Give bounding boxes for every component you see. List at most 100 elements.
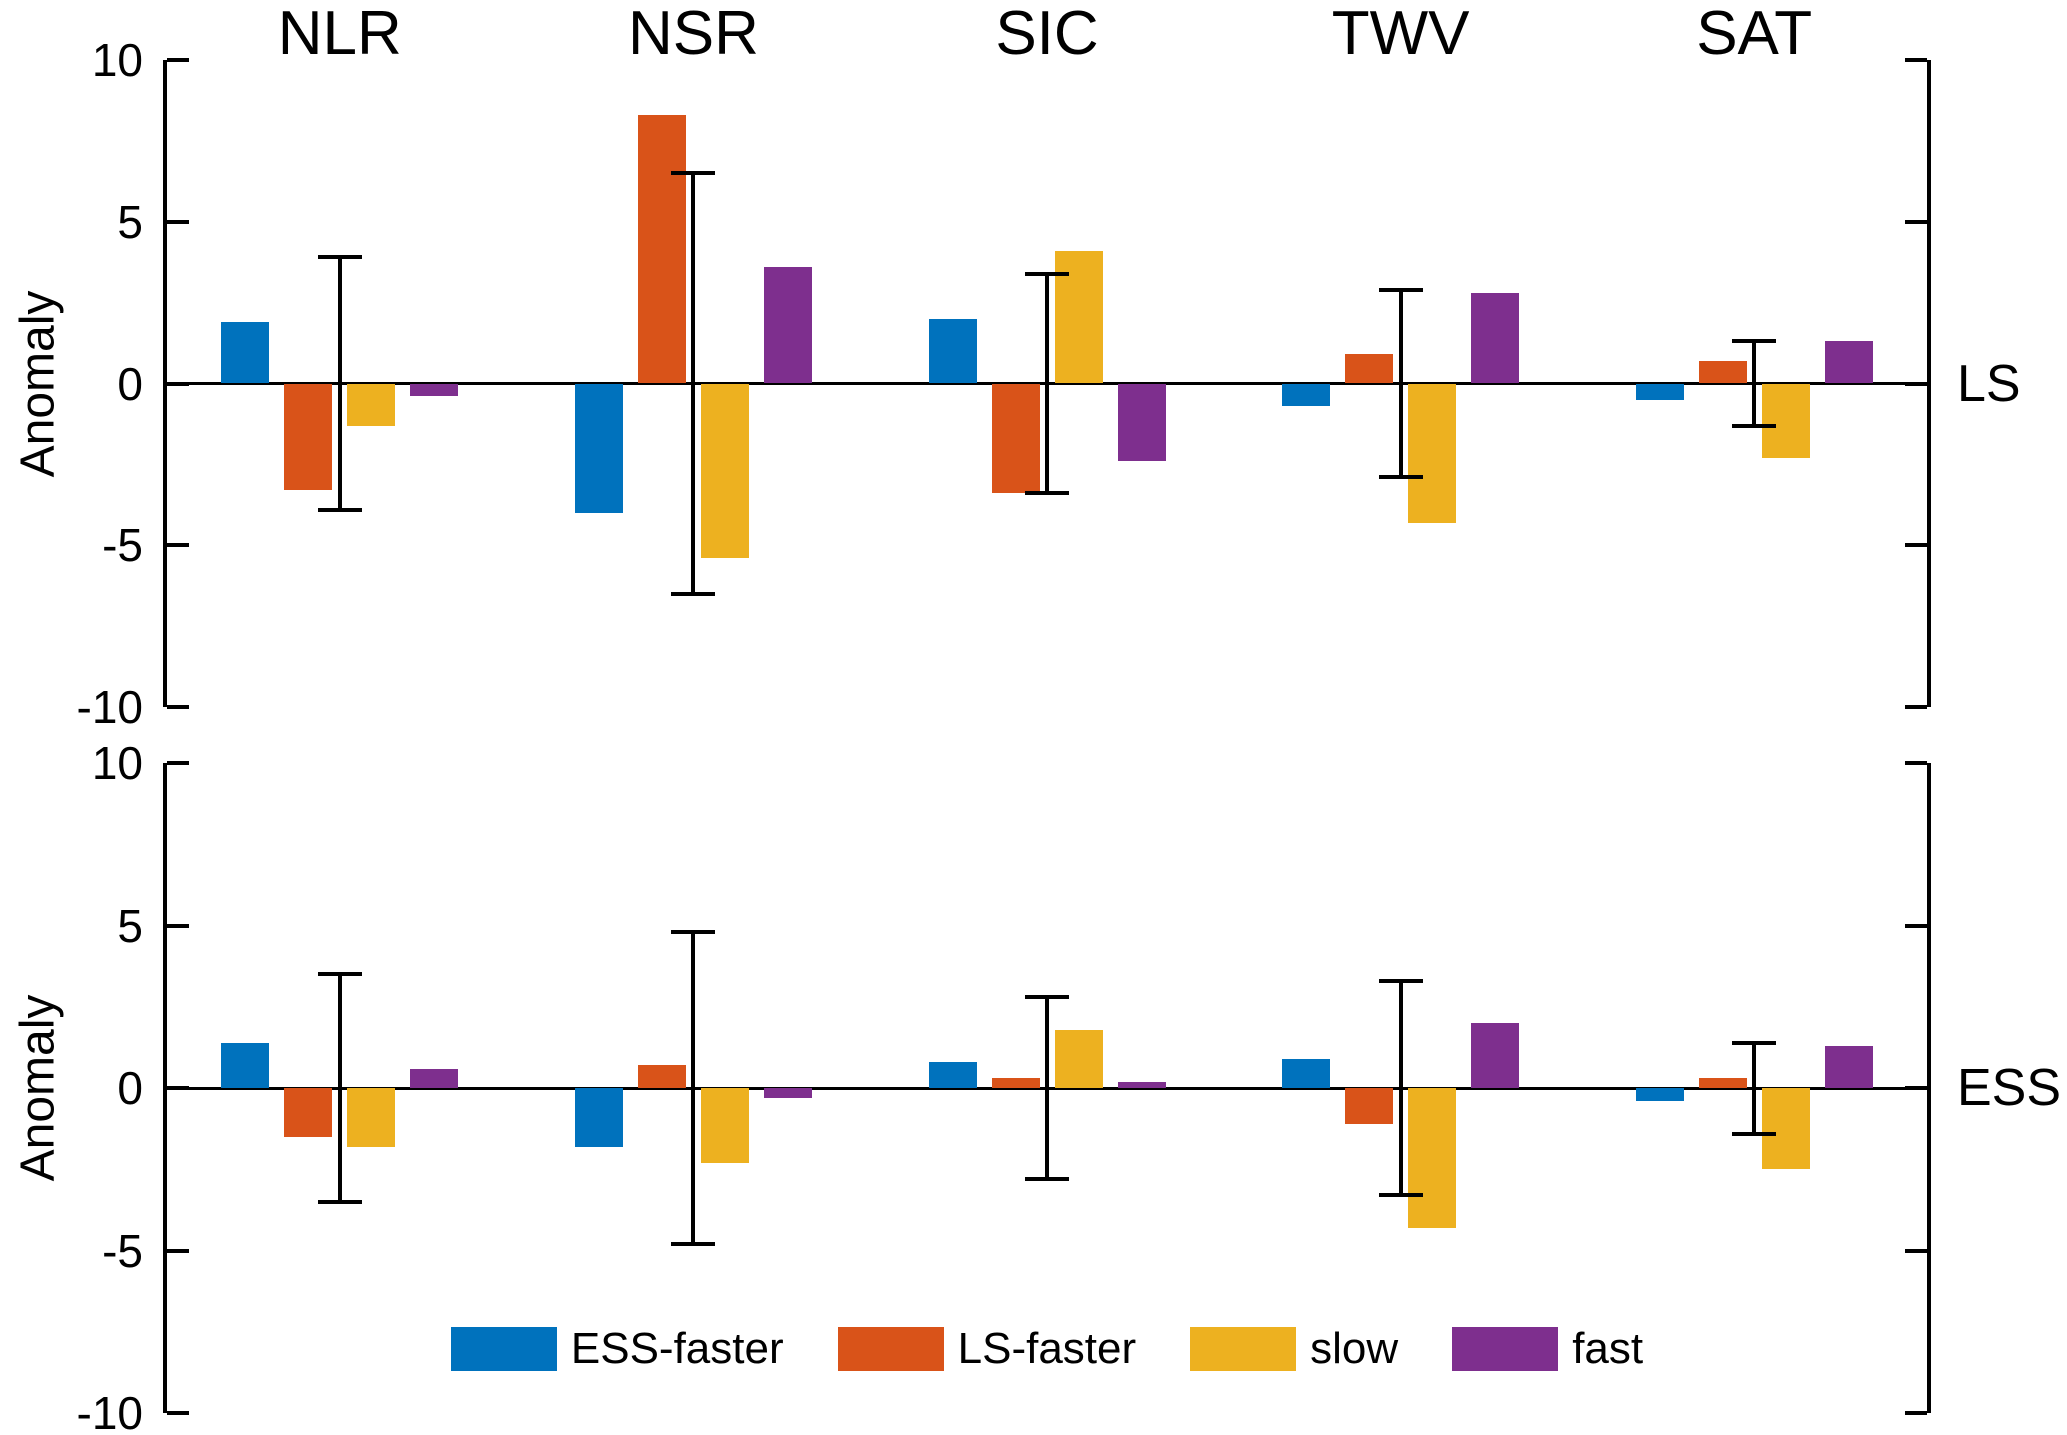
error-bar-line-ESS-SIC — [1045, 997, 1049, 1179]
bar-LS-TWV-ESS-faster — [1282, 383, 1331, 407]
bar-ESS-NSR-ESS-faster — [574, 1088, 623, 1147]
error-bar-line-LS-SIC — [1045, 273, 1049, 494]
legend-swatch-ESS-faster — [450, 1327, 557, 1371]
error-bar-line-LS-NLR — [337, 257, 342, 510]
error-bar-cap-bottom — [671, 1242, 716, 1246]
y-axis-tick-label: -5 — [102, 519, 143, 572]
legend-swatch-fast — [1452, 1327, 1559, 1371]
error-bar-cap-top — [1732, 339, 1777, 344]
legend-item-fast: fast — [1452, 1327, 1643, 1371]
legend-item-ESS-faster: ESS-faster — [450, 1324, 784, 1373]
bar-LS-NSR-ESS-faster — [574, 383, 623, 513]
category-title-NSR: NSR — [627, 0, 759, 68]
bar-ESS-TWV-fast — [1471, 1023, 1520, 1088]
error-bar-cap-bottom — [671, 591, 716, 596]
bar-ESS-NSR-slow — [700, 1088, 749, 1163]
y-axis-tick-label: 10 — [91, 737, 143, 789]
error-bar-cap-bottom — [1025, 1177, 1069, 1181]
bar-LS-SIC-LS-faster — [991, 383, 1040, 494]
bar-ESS-SAT-LS-faster — [1698, 1078, 1747, 1088]
bar-LS-NLR-fast — [410, 383, 459, 397]
error-bar-cap-bottom — [1378, 1193, 1423, 1198]
error-bar-cap-top — [1732, 1040, 1777, 1045]
bar-ESS-SIC-slow — [1054, 1029, 1103, 1088]
y-axis-tick-label: -10 — [76, 1387, 143, 1435]
legend-label: ESS-faster — [570, 1324, 784, 1373]
legend-label: fast — [1572, 1324, 1644, 1373]
bar-LS-SIC-ESS-faster — [928, 318, 977, 384]
y-axis-tick-label: -10 — [76, 681, 143, 733]
bar-ESS-NLR-slow — [347, 1088, 396, 1147]
bar-ESS-NSR-LS-faster — [637, 1065, 686, 1088]
error-bar-cap-top — [1025, 995, 1069, 999]
bar-ESS-SAT-ESS-faster — [1635, 1088, 1684, 1101]
panel-label-LS: LS — [1957, 354, 2021, 413]
bar-ESS-NLR-ESS-faster — [221, 1042, 270, 1088]
error-bar-line-LS-SAT — [1752, 341, 1757, 426]
error-bar-line-LS-NSR — [691, 173, 696, 594]
error-bar-line-ESS-NLR — [337, 974, 342, 1202]
error-bar-cap-bottom — [317, 1199, 362, 1204]
legend-label: slow — [1310, 1324, 1399, 1373]
bar-LS-SAT-fast — [1824, 341, 1873, 384]
error-bar-cap-bottom — [1732, 1131, 1777, 1136]
legend-item-LS-faster: LS-faster — [837, 1324, 1137, 1373]
bar-ESS-NLR-LS-faster — [284, 1088, 333, 1137]
category-title-SAT: SAT — [1696, 0, 1813, 68]
y-axis-tick — [167, 58, 189, 62]
y-axis-tick — [167, 1411, 189, 1415]
bar-LS-SAT-ESS-faster — [1635, 383, 1684, 400]
legend-swatch-LS-faster — [837, 1327, 944, 1371]
bar-LS-NSR-slow — [700, 383, 749, 559]
bar-LS-NSR-fast — [763, 267, 812, 384]
error-bar-cap-top — [317, 255, 362, 260]
bar-LS-NLR-LS-faster — [284, 383, 333, 491]
bar-LS-SAT-slow — [1761, 383, 1810, 458]
bar-LS-NSR-LS-faster — [637, 114, 686, 384]
y-axis-tick — [167, 1248, 189, 1253]
y-axis-label: Anomaly — [11, 290, 65, 477]
error-bar-cap-bottom — [1732, 423, 1777, 428]
y-axis-tick — [167, 761, 189, 765]
error-bar-cap-top — [671, 930, 716, 934]
y-axis-tick-right — [1905, 219, 1927, 224]
y-axis-tick-label: 5 — [117, 195, 143, 248]
y-axis-tick-right — [1905, 543, 1927, 548]
bar-ESS-SAT-fast — [1824, 1045, 1873, 1088]
bar-LS-TWV-fast — [1471, 292, 1520, 384]
bar-ESS-NSR-fast — [763, 1088, 812, 1098]
error-bar-cap-bottom — [1025, 491, 1069, 496]
error-bar-cap-top — [1378, 287, 1423, 292]
legend-label: LS-faster — [957, 1324, 1137, 1373]
error-bar-cap-top — [1025, 271, 1069, 276]
y-axis-tick-label: 0 — [117, 357, 143, 410]
category-title-TWV: TWV — [1331, 0, 1470, 68]
bar-LS-NLR-ESS-faster — [221, 322, 270, 384]
error-bar-cap-bottom — [317, 507, 362, 512]
error-bar-cap-bottom — [1378, 475, 1423, 480]
error-bar-line-ESS-NSR — [691, 932, 696, 1244]
error-bar-cap-top — [1378, 978, 1423, 983]
bar-LS-SIC-fast — [1117, 383, 1166, 462]
bar-LS-NLR-slow — [347, 383, 396, 426]
y-axis-tick-label: -5 — [102, 1224, 143, 1277]
error-bar-cap-top — [317, 972, 362, 977]
bar-ESS-SIC-LS-faster — [991, 1078, 1040, 1088]
bar-ESS-NLR-fast — [410, 1068, 459, 1088]
y-axis-tick-label: 10 — [91, 34, 143, 86]
y-axis-tick-right — [1905, 923, 1927, 928]
error-bar-cap-top — [671, 171, 716, 176]
bar-ESS-SIC-fast — [1117, 1081, 1166, 1088]
bar-ESS-TWV-slow — [1408, 1088, 1457, 1228]
y-axis-tick-right — [1905, 1248, 1927, 1253]
y-axis-label: Anomaly — [11, 994, 65, 1182]
category-title-SIC: SIC — [995, 0, 1099, 68]
legend-swatch-slow — [1190, 1327, 1297, 1371]
y-axis-tick-right — [1905, 1411, 1927, 1415]
bar-ESS-TWV-ESS-faster — [1282, 1058, 1331, 1088]
y-axis-tick-right — [1905, 705, 1927, 709]
y-axis-tick — [167, 705, 189, 709]
bar-ESS-SAT-slow — [1761, 1088, 1810, 1170]
bar-ESS-TWV-LS-faster — [1345, 1088, 1394, 1124]
